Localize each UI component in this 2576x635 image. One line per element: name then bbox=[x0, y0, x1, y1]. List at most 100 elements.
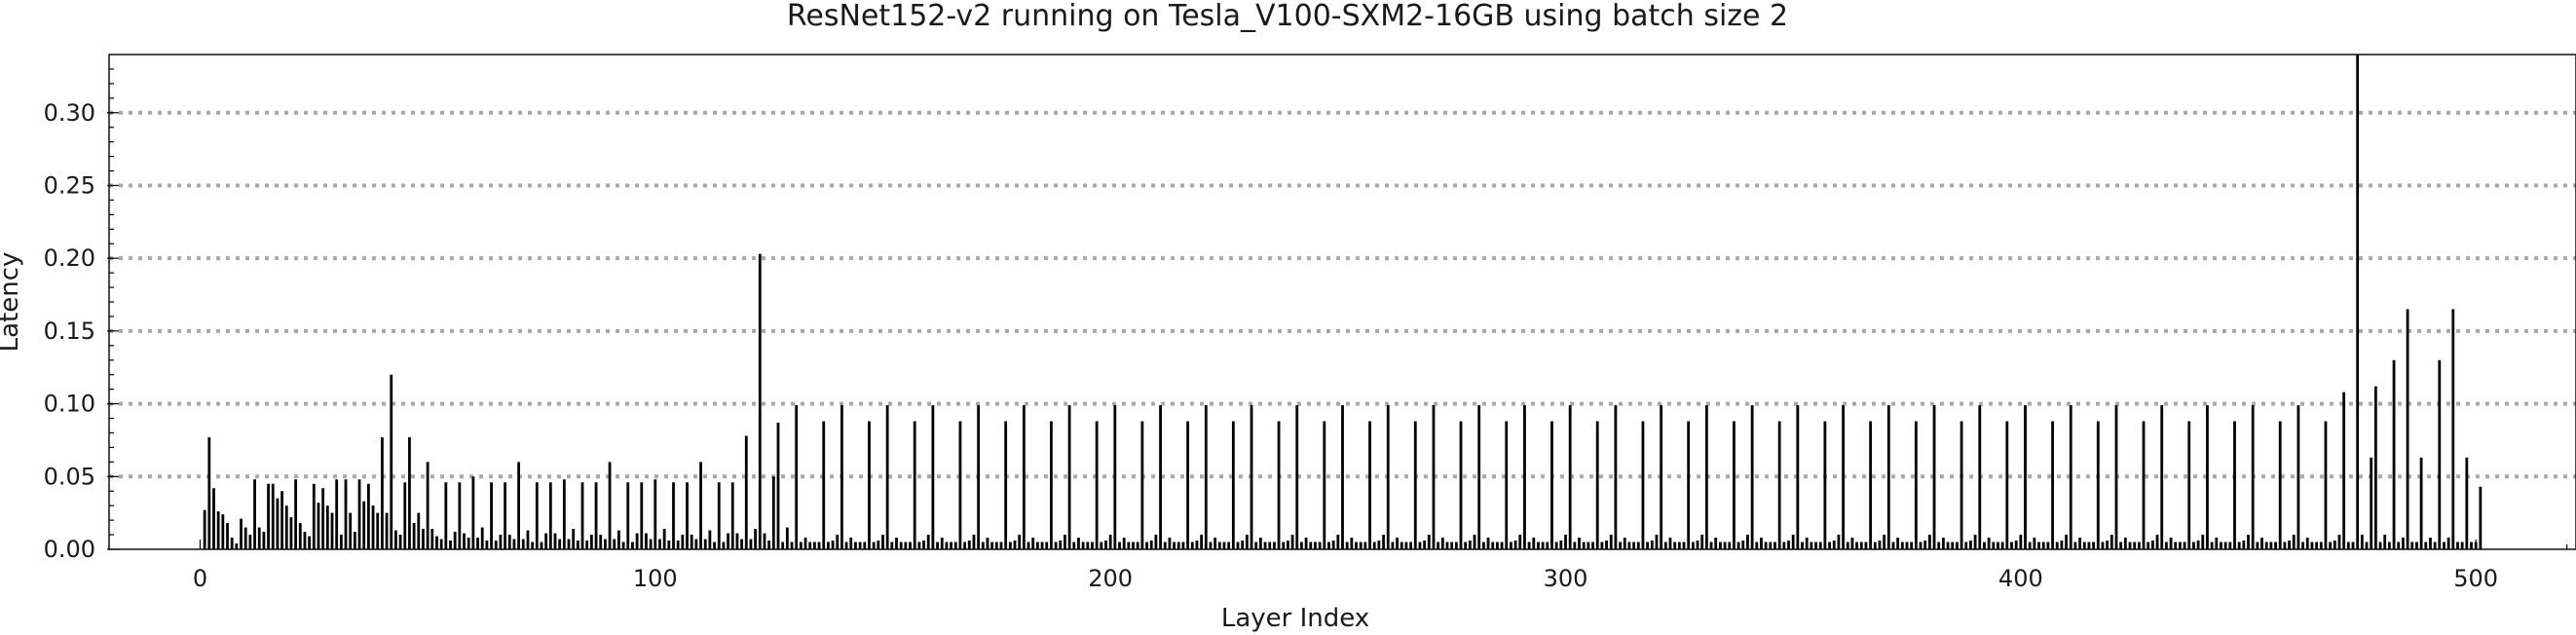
bar bbox=[366, 483, 370, 549]
bar bbox=[977, 405, 981, 549]
bar bbox=[2251, 405, 2255, 549]
bar bbox=[735, 533, 739, 549]
bar bbox=[1400, 542, 1403, 549]
bar bbox=[676, 541, 680, 549]
bar bbox=[1883, 535, 1886, 549]
bar bbox=[1964, 542, 1968, 549]
bar bbox=[2220, 542, 2222, 549]
bar bbox=[1500, 542, 1504, 549]
bar bbox=[308, 536, 312, 549]
y-tick-label: 0.20 bbox=[44, 244, 95, 272]
bar bbox=[2402, 538, 2405, 549]
bar bbox=[1064, 535, 1066, 549]
bar bbox=[449, 541, 452, 549]
bar bbox=[216, 511, 220, 549]
bar bbox=[686, 482, 689, 549]
bar bbox=[708, 530, 712, 549]
bar bbox=[1513, 541, 1517, 549]
y-tick-label: 0.00 bbox=[44, 536, 95, 563]
bar bbox=[1236, 542, 1240, 549]
x-axis-label: Layer Index bbox=[1221, 604, 1369, 633]
bar bbox=[763, 533, 766, 549]
bar bbox=[1327, 542, 1330, 549]
bar bbox=[1345, 542, 1349, 549]
bar bbox=[594, 482, 598, 549]
bar bbox=[1459, 421, 1463, 549]
bar bbox=[868, 421, 871, 549]
bar bbox=[1796, 405, 1800, 549]
bar bbox=[1287, 541, 1289, 549]
bar bbox=[2337, 535, 2341, 549]
bar bbox=[2014, 541, 2018, 549]
bar bbox=[1323, 421, 1326, 549]
bar bbox=[1368, 421, 1371, 549]
bar bbox=[904, 542, 908, 549]
bar bbox=[2419, 457, 2423, 549]
bar bbox=[1937, 542, 1941, 549]
bar bbox=[2101, 542, 2105, 549]
bar bbox=[2169, 538, 2173, 549]
bar bbox=[2392, 359, 2396, 549]
bar bbox=[271, 483, 275, 549]
bar bbox=[1314, 542, 1317, 549]
bar bbox=[2465, 457, 2469, 549]
bar bbox=[2342, 392, 2346, 549]
bar bbox=[417, 512, 421, 549]
bar bbox=[1842, 405, 1845, 549]
bar bbox=[1382, 535, 1385, 549]
bar bbox=[1714, 538, 1718, 549]
bar bbox=[771, 476, 775, 549]
bar bbox=[2137, 542, 2141, 549]
bar bbox=[2114, 405, 2118, 549]
bar bbox=[1614, 405, 1618, 549]
bar bbox=[1440, 538, 1444, 549]
bar bbox=[1823, 421, 1827, 549]
bar bbox=[1537, 542, 1540, 549]
y-tick-label: 0.15 bbox=[44, 318, 95, 345]
bar bbox=[1195, 541, 1199, 549]
bar bbox=[1386, 405, 1390, 549]
bar bbox=[562, 479, 566, 549]
bar bbox=[926, 535, 930, 549]
bar bbox=[1523, 405, 1526, 549]
bar bbox=[1159, 405, 1162, 549]
bar bbox=[1423, 541, 1427, 549]
bar bbox=[1468, 541, 1472, 549]
bar bbox=[863, 542, 867, 549]
bar bbox=[844, 542, 848, 549]
bar bbox=[1582, 542, 1586, 549]
bar bbox=[1956, 542, 1959, 549]
bar bbox=[790, 542, 794, 549]
bar bbox=[1318, 542, 1322, 549]
x-tick-label: 300 bbox=[1544, 565, 1588, 592]
bar bbox=[635, 533, 639, 549]
bar bbox=[1973, 535, 1977, 549]
bar bbox=[640, 482, 644, 549]
bar bbox=[207, 436, 211, 549]
bar bbox=[2228, 542, 2232, 549]
bar bbox=[953, 542, 957, 549]
bar bbox=[1022, 405, 1026, 549]
bar bbox=[917, 542, 921, 549]
bar bbox=[1486, 538, 1490, 549]
bar bbox=[1927, 535, 1931, 549]
bar bbox=[1510, 542, 1512, 549]
bar bbox=[1619, 542, 1622, 549]
bar bbox=[881, 535, 884, 549]
bar bbox=[967, 541, 971, 549]
bar bbox=[1914, 421, 1918, 549]
bar bbox=[1587, 542, 1590, 549]
bar bbox=[2046, 542, 2050, 549]
bar bbox=[2041, 542, 2045, 549]
bar bbox=[1222, 542, 1226, 549]
bar bbox=[362, 501, 366, 549]
bar bbox=[1282, 542, 1286, 549]
bar bbox=[754, 529, 758, 549]
x-tick-label: 0 bbox=[193, 565, 207, 592]
bar bbox=[589, 535, 593, 549]
bar bbox=[471, 476, 475, 549]
bar bbox=[1650, 541, 1654, 549]
bar bbox=[799, 542, 803, 549]
bar bbox=[1031, 538, 1035, 549]
bar bbox=[1646, 542, 1650, 549]
